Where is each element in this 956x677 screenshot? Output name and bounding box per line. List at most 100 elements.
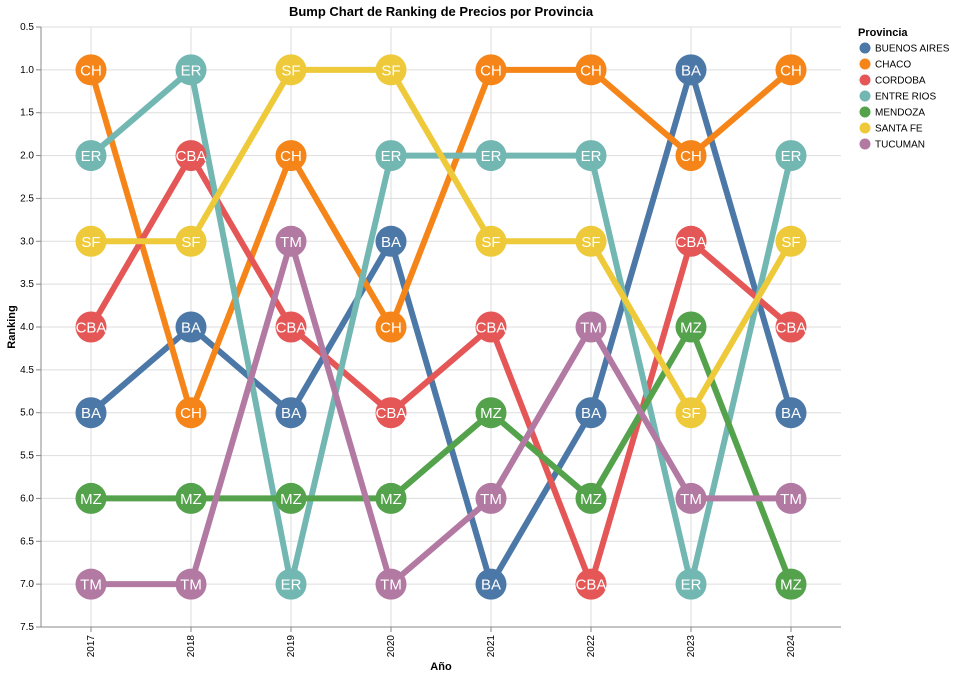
point-marker [475, 568, 507, 600]
point-marker [175, 54, 207, 86]
point-label: BA [481, 577, 501, 594]
point-marker [75, 311, 107, 343]
data-point: TM [675, 482, 707, 514]
point-label: BA [181, 320, 201, 337]
x-tick-label: 2022 [586, 635, 597, 658]
point-marker [175, 568, 207, 600]
y-tick-label: 3.5 [20, 279, 34, 290]
point-label: ER [81, 148, 102, 165]
point-marker [575, 397, 607, 429]
point-marker [75, 482, 107, 514]
point-label: CBA [776, 320, 807, 337]
y-tick-label: 1.0 [20, 65, 34, 76]
data-point: ER [375, 140, 407, 172]
data-point: MZ [375, 482, 407, 514]
data-point: SF [675, 397, 707, 429]
y-axis-title: Ranking [6, 305, 18, 348]
data-point: CBA [775, 311, 807, 343]
point-label: CH [180, 405, 202, 422]
point-label: CH [80, 62, 102, 79]
point-marker [475, 482, 507, 514]
data-point: BA [375, 225, 407, 257]
data-point: TM [375, 568, 407, 600]
data-point: MZ [75, 482, 107, 514]
point-marker [675, 54, 707, 86]
data-point: CBA [75, 311, 107, 343]
data-point: BA [175, 311, 207, 343]
axes: 0.5 1.0 1.5 2.0 2.5 3.0 3.5 4.0 4.5 5.0 5.5 6.0 6.5 7… [20, 22, 841, 657]
series-line-cba [88, 152, 794, 588]
point-label: SF [281, 62, 300, 79]
point-label: TM [480, 491, 502, 508]
legend-label: CHACO [875, 60, 911, 71]
y-tick-label: 3.0 [20, 236, 34, 247]
point-marker [475, 140, 507, 172]
legend-label: MENDOZA [875, 108, 925, 119]
legend-label: TUCUMAN [875, 140, 925, 151]
legend-label: CORDOBA [875, 76, 926, 87]
legend-label: SANTA FE [875, 124, 923, 135]
point-label: TM [280, 234, 302, 251]
point-marker [75, 140, 107, 172]
point-label: MZ [280, 491, 302, 508]
point-label: SF [381, 62, 400, 79]
data-point: MZ [675, 311, 707, 343]
point-label: ER [481, 148, 502, 165]
data-point: ER [275, 568, 307, 600]
point-marker [775, 54, 807, 86]
point-label: MZ [780, 577, 802, 594]
data-point: CBA [475, 311, 507, 343]
x-axis-title: Año [430, 661, 452, 673]
y-tick-label: 7.5 [20, 622, 34, 633]
point-label: SF [481, 234, 500, 251]
data-point: MZ [475, 397, 507, 429]
x-tick-label: 2021 [486, 635, 497, 658]
series-line-tm [88, 238, 794, 588]
data-point: CH [475, 54, 507, 86]
data-point: MZ [175, 482, 207, 514]
data-point: CH [675, 140, 707, 172]
data-point: CH [175, 397, 207, 429]
data-point: CH [275, 140, 307, 172]
point-marker [275, 54, 307, 86]
legend-swatch [859, 106, 871, 118]
point-label: SF [181, 234, 200, 251]
x-tick-label: 2017 [86, 635, 97, 658]
point-marker [275, 568, 307, 600]
data-point: TM [75, 568, 107, 600]
legend-swatch [859, 58, 871, 70]
data-point: CH [775, 54, 807, 86]
data-point: CH [575, 54, 607, 86]
point-label: BA [81, 405, 101, 422]
data-point: MZ [275, 482, 307, 514]
data-point: TM [275, 225, 307, 257]
point-marker [575, 140, 607, 172]
point-marker [175, 397, 207, 429]
point-marker [475, 311, 507, 343]
legend-label: ENTRE RIOS [875, 92, 936, 103]
point-marker [375, 568, 407, 600]
data-point: SF [475, 225, 507, 257]
point-label: CH [480, 62, 502, 79]
point-label: BA [781, 405, 801, 422]
point-marker [75, 54, 107, 86]
point-label: CBA [576, 577, 607, 594]
point-label: CH [780, 62, 802, 79]
point-label: MZ [680, 320, 702, 337]
point-label: ER [281, 577, 302, 594]
point-marker [175, 311, 207, 343]
point-marker [475, 397, 507, 429]
legend-item: ENTRE RIOS [859, 90, 936, 103]
point-marker [475, 225, 507, 257]
point-marker [775, 140, 807, 172]
series-line-ba [88, 66, 794, 588]
data-point: ER [175, 54, 207, 86]
point-label: CBA [676, 234, 707, 251]
series-lines [88, 66, 794, 588]
point-marker [575, 568, 607, 600]
point-label: MZ [480, 405, 502, 422]
y-tick-label: 7.0 [20, 579, 34, 590]
point-marker [275, 140, 307, 172]
data-point: ER [75, 140, 107, 172]
